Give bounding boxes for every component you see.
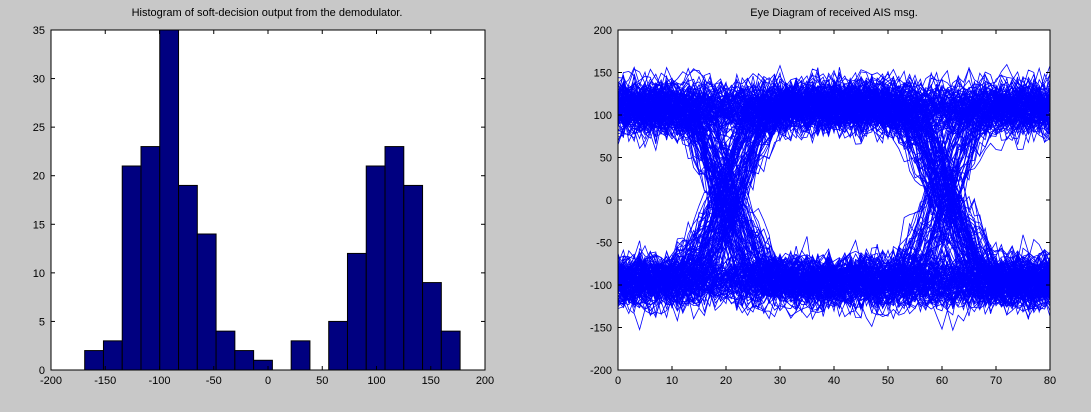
eye-trace — [618, 267, 1050, 313]
histogram-bar — [215, 330, 236, 371]
histogram-bar — [121, 165, 142, 371]
eye-trace — [618, 84, 1050, 298]
histogram-bars — [84, 29, 461, 371]
y-tick-label: -150 — [590, 323, 612, 335]
histogram-bar — [328, 320, 348, 371]
x-tick-label: 150 — [422, 375, 440, 387]
eye-trace — [618, 101, 1050, 312]
y-tick-label: 25 — [33, 122, 45, 134]
y-tick-label: 15 — [33, 219, 45, 231]
y-tick-label: -50 — [596, 238, 612, 250]
y-tick-label: -100 — [590, 280, 612, 292]
histogram-bar — [178, 184, 198, 371]
y-tick-label: 150 — [594, 68, 612, 80]
eye-diagram-panel: Eye Diagram of received AIS msg. 0 10 20 30… — [590, 7, 1056, 387]
eye-trace — [618, 90, 1050, 301]
x-tick-label: 20 — [720, 375, 732, 387]
x-tick-label: 30 — [774, 375, 786, 387]
histogram-bar — [346, 252, 367, 371]
x-tick-label: 50 — [316, 375, 328, 387]
histogram-bar — [196, 233, 217, 371]
y-tick-label: 5 — [39, 316, 45, 328]
x-tick-label: 0 — [615, 375, 621, 387]
eye-trace — [618, 89, 1050, 295]
histogram-bar — [253, 359, 273, 371]
x-tick-label: -50 — [206, 375, 222, 387]
eye-diagram-traces — [618, 63, 1050, 332]
y-tick-label: 0 — [606, 195, 612, 207]
y-tick-label: 100 — [594, 110, 612, 122]
x-tick-label: -150 — [94, 375, 116, 387]
histogram-title: Histogram of soft-decision output from t… — [132, 7, 403, 19]
histogram-bar — [102, 340, 123, 371]
eye-trace — [618, 86, 1050, 309]
histogram-bar — [290, 340, 311, 371]
eye-trace — [618, 103, 1050, 319]
histogram-bar — [84, 350, 104, 371]
y-tick-label: 10 — [33, 268, 45, 280]
x-tick-label: 0 — [265, 375, 271, 387]
x-tick-label: -200 — [40, 375, 62, 387]
eye-trace — [618, 96, 1050, 140]
histogram-bar — [365, 165, 386, 371]
histogram-bar — [234, 350, 255, 371]
eye-trace — [618, 79, 1050, 294]
x-tick-label: 10 — [666, 375, 678, 387]
histogram-bar — [422, 282, 442, 371]
y-tick-label: 20 — [33, 171, 45, 183]
y-tick-label: 50 — [600, 153, 612, 165]
histogram-bar — [403, 184, 424, 371]
y-tick-label: 200 — [594, 25, 612, 37]
y-tick-label: 35 — [33, 25, 45, 37]
histogram-ticks: -200 -150 -100 -50 0 50 100 150 200 0 5 10 15 20 25 30 3… — [33, 25, 494, 387]
x-tick-label: 70 — [990, 375, 1002, 387]
y-tick-label: -200 — [590, 365, 612, 377]
eye-trace — [618, 112, 1050, 331]
x-tick-label: 80 — [1044, 375, 1056, 387]
x-tick-label: 100 — [367, 375, 385, 387]
y-tick-label: 30 — [33, 74, 45, 86]
eye-diagram-title: Eye Diagram of received AIS msg. — [750, 7, 918, 19]
eye-diagram-ticks: 0 10 20 30 40 50 60 70 80 -200 -150 -100 -50 0 50 100 15… — [590, 25, 1056, 387]
histogram-bar — [140, 146, 161, 371]
eye-trace — [618, 95, 1050, 306]
x-tick-label: 60 — [936, 375, 948, 387]
x-tick-label: 200 — [476, 375, 494, 387]
eye-trace — [618, 83, 1050, 296]
eye-trace — [618, 250, 1050, 309]
histogram-bar — [384, 146, 405, 371]
x-tick-label: 40 — [828, 375, 840, 387]
x-tick-label: -100 — [148, 375, 170, 387]
histogram-bar — [159, 29, 180, 371]
x-tick-label: 50 — [882, 375, 894, 387]
eye-trace — [618, 88, 1050, 305]
eye-trace — [618, 86, 1050, 296]
histogram-bar — [440, 330, 461, 371]
histogram-panel: Histogram of soft-decision output from t… — [33, 7, 494, 387]
eye-trace — [618, 74, 1050, 283]
eye-trace — [618, 87, 1050, 293]
y-tick-label: 0 — [39, 365, 45, 377]
